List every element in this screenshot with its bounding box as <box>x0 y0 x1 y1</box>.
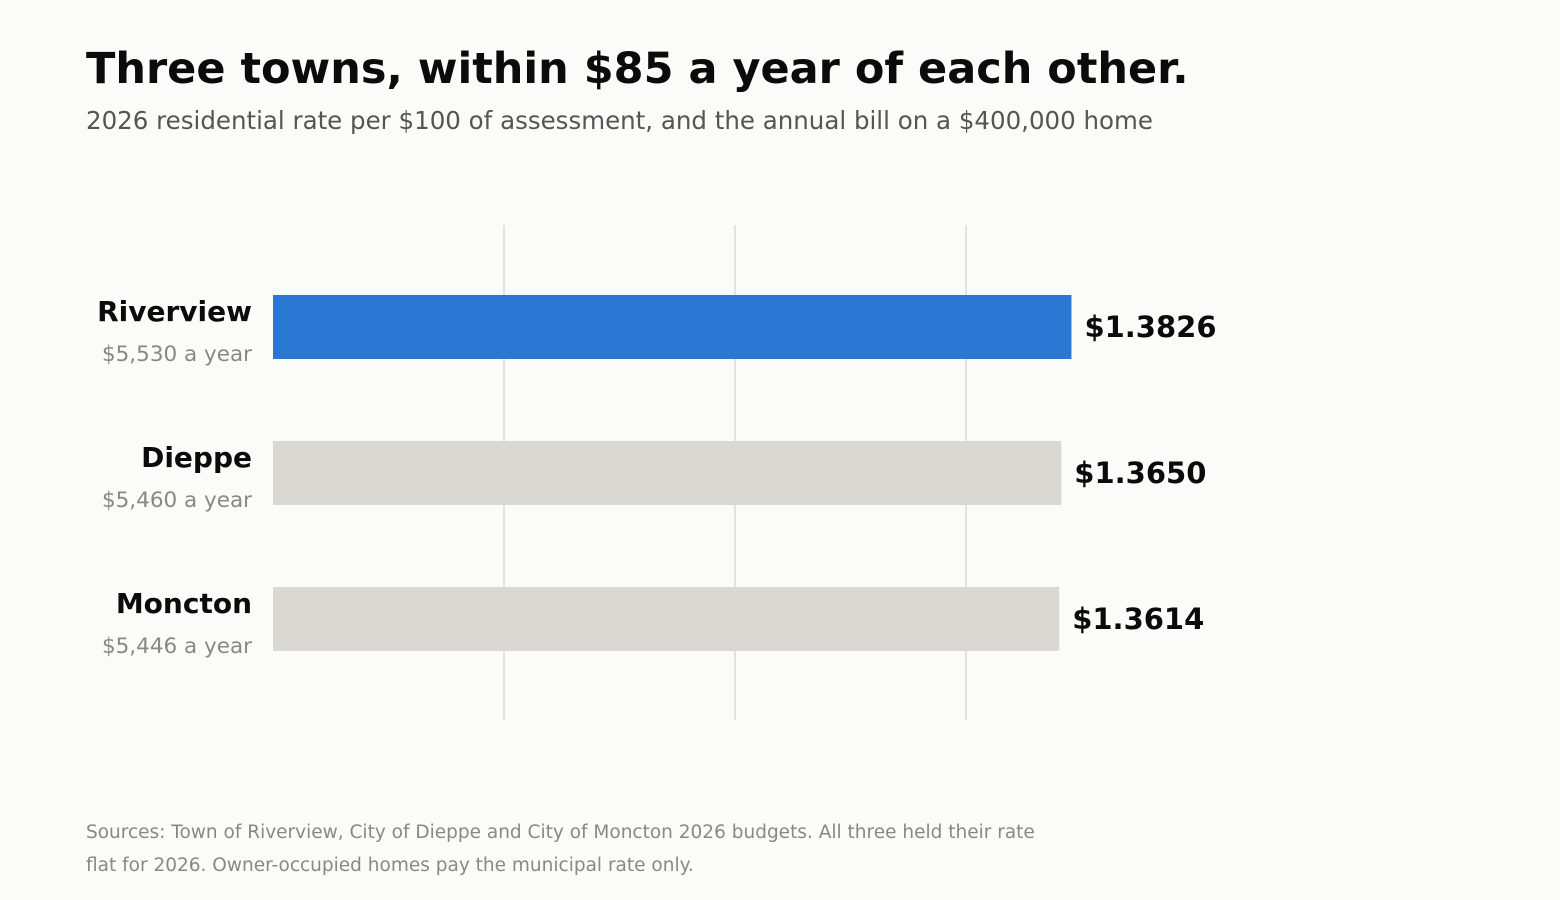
category-label-riverview: Riverview <box>97 295 252 328</box>
value-labels: $1.3826 $1.3650 $1.3614 <box>1072 310 1216 636</box>
bar-moncton <box>273 587 1060 651</box>
bar-dieppe <box>273 441 1062 505</box>
bar-riverview <box>273 295 1072 359</box>
value-label-moncton: $1.3614 <box>1072 602 1204 636</box>
category-label-dieppe: Dieppe <box>141 441 252 474</box>
annual-bill-label-riverview: $5,530 a year <box>102 342 252 367</box>
annual-bill-label-moncton: $5,446 a year <box>102 634 252 659</box>
chart-subtitle: 2026 residential rate per $100 of assess… <box>86 106 1153 135</box>
value-label-riverview: $1.3826 <box>1084 310 1216 344</box>
category-label-moncton: Moncton <box>116 587 252 620</box>
chart-title: Three towns, within $85 a year of each o… <box>86 44 1189 94</box>
annual-bill-label-dieppe: $5,460 a year <box>102 488 252 513</box>
bars <box>273 295 1072 651</box>
source-footnote: Sources: Town of Riverview, City of Diep… <box>86 822 1035 876</box>
value-label-dieppe: $1.3650 <box>1074 456 1206 490</box>
category-labels: Riverview $5,530 a year Dieppe $5,460 a yea… <box>97 295 252 659</box>
